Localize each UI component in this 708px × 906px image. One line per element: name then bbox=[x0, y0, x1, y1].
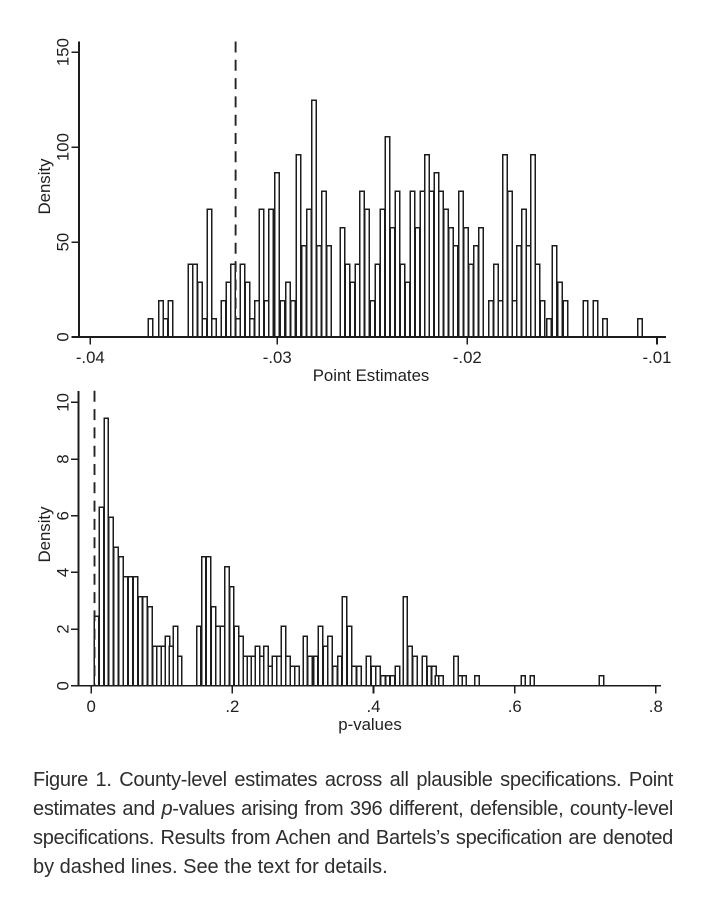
svg-text:Point Estimates: Point Estimates bbox=[313, 366, 430, 385]
svg-text:4: 4 bbox=[53, 568, 72, 577]
svg-text:p-values: p-values bbox=[338, 715, 401, 734]
svg-text:50: 50 bbox=[53, 233, 72, 252]
svg-text:Density: Density bbox=[35, 158, 54, 215]
svg-text:-.02: -.02 bbox=[453, 348, 482, 367]
svg-text:-.03: -.03 bbox=[263, 348, 292, 367]
svg-text:10: 10 bbox=[53, 393, 72, 412]
svg-text:-.04: -.04 bbox=[76, 348, 105, 367]
svg-text:8: 8 bbox=[53, 454, 72, 463]
svg-text:.6: .6 bbox=[508, 697, 522, 716]
svg-text:.4: .4 bbox=[367, 697, 381, 716]
svg-text:6: 6 bbox=[53, 511, 72, 520]
svg-text:150: 150 bbox=[53, 38, 72, 66]
svg-text:0: 0 bbox=[53, 681, 72, 690]
svg-text:2: 2 bbox=[53, 624, 72, 633]
svg-text:-.01: -.01 bbox=[643, 348, 672, 367]
svg-text:.2: .2 bbox=[225, 697, 239, 716]
svg-text:.8: .8 bbox=[649, 697, 663, 716]
svg-text:Density: Density bbox=[35, 506, 54, 563]
svg-text:0: 0 bbox=[53, 332, 72, 341]
svg-text:100: 100 bbox=[53, 133, 72, 161]
svg-text:0: 0 bbox=[87, 697, 96, 716]
